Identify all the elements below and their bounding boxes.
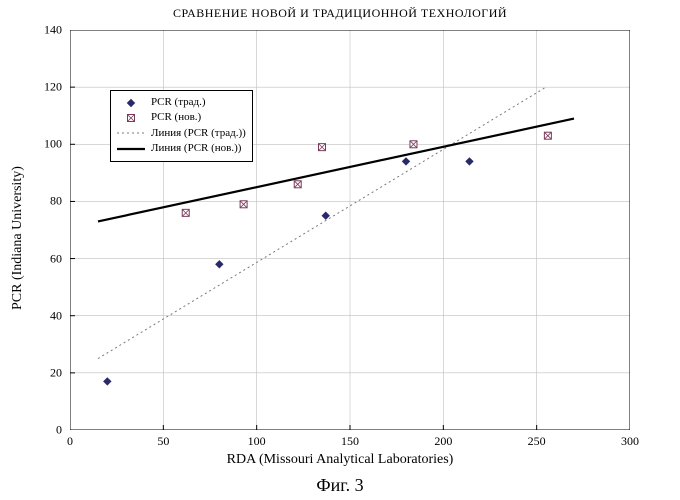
y-tick-label: 60 — [22, 251, 62, 266]
legend-label: Линия (PCR (нов.)) — [151, 141, 241, 156]
chart-legend: PCR (трад.) PCR (нов.) Линия (PCR (трад.… — [110, 90, 253, 162]
chart-title: СРАВНЕНИЕ НОВОЙ И ТРАДИЦИОННОЙ ТЕХНОЛОГИ… — [0, 6, 680, 21]
legend-item: PCR (нов.) — [117, 110, 246, 125]
legend-line-nov — [117, 144, 145, 154]
x-tick-label: 250 — [528, 434, 546, 449]
legend-label: PCR (нов.) — [151, 110, 201, 125]
x-tick-label: 300 — [621, 434, 639, 449]
y-tick-label: 120 — [22, 80, 62, 95]
y-tick-label: 100 — [22, 137, 62, 152]
legend-marker-nov — [117, 113, 145, 123]
legend-item: Линия (PCR (нов.)) — [117, 141, 246, 156]
y-tick-label: 20 — [22, 365, 62, 380]
x-tick-label: 50 — [157, 434, 169, 449]
y-tick-label: 140 — [22, 23, 62, 38]
legend-item: PCR (трад.) — [117, 95, 246, 110]
x-tick-label: 0 — [67, 434, 73, 449]
legend-marker-trad — [117, 98, 145, 108]
x-tick-label: 100 — [248, 434, 266, 449]
legend-label: PCR (трад.) — [151, 95, 206, 110]
x-tick-label: 150 — [341, 434, 359, 449]
legend-item: Линия (PCR (трад.)) — [117, 126, 246, 141]
legend-label: Линия (PCR (трад.)) — [151, 126, 246, 141]
y-tick-label: 0 — [22, 423, 62, 438]
y-axis-label: PCR (Indiana University) — [10, 166, 26, 310]
x-axis-label: RDA (Missouri Analytical Laboratories) — [0, 452, 680, 468]
y-tick-label: 80 — [22, 194, 62, 209]
figure-caption: Фиг. 3 — [0, 475, 680, 496]
x-tick-label: 200 — [434, 434, 452, 449]
y-tick-label: 40 — [22, 308, 62, 323]
legend-line-trad — [117, 128, 145, 138]
